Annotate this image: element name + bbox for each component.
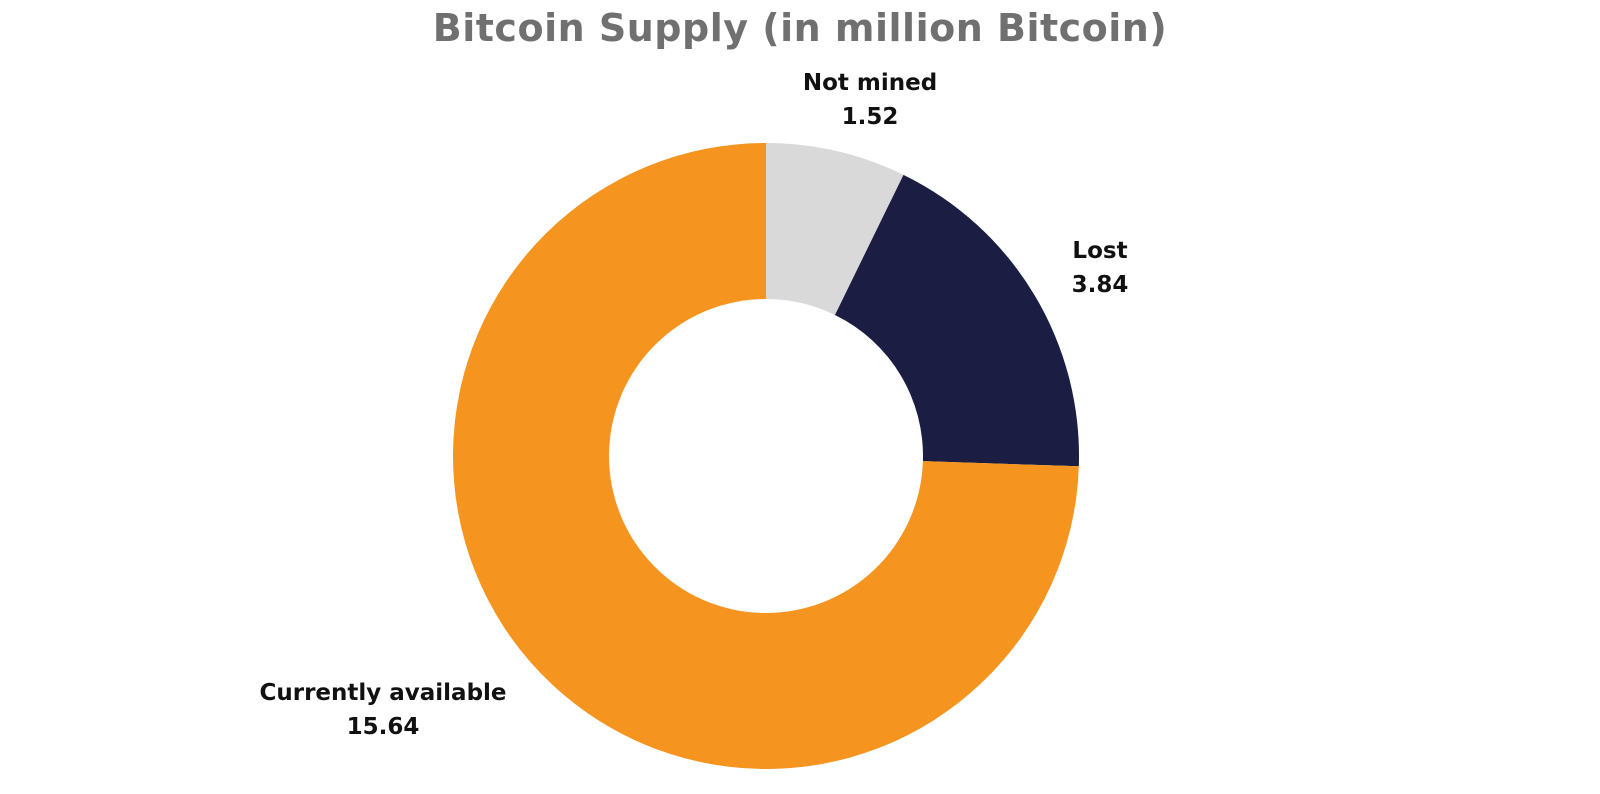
- slice-label-lost: Lost 3.84: [1040, 234, 1160, 302]
- chart-title: Bitcoin Supply (in million Bitcoin): [432, 6, 1168, 50]
- slice-label-not-mined: Not mined 1.52: [760, 66, 980, 134]
- donut-slice-lost: [834, 174, 1079, 467]
- slice-value: 3.84: [1071, 272, 1129, 298]
- slice-value: 15.64: [346, 714, 420, 740]
- donut-slice-not-mined: [766, 143, 904, 315]
- slice-name: Not mined: [802, 70, 938, 96]
- donut-slice-currently-available: [452, 143, 1079, 770]
- slice-name: Currently available: [259, 680, 507, 706]
- slice-name: Lost: [1072, 238, 1128, 264]
- slice-value: 1.52: [841, 104, 899, 130]
- slice-label-currently-available: Currently available 15.64: [238, 676, 528, 744]
